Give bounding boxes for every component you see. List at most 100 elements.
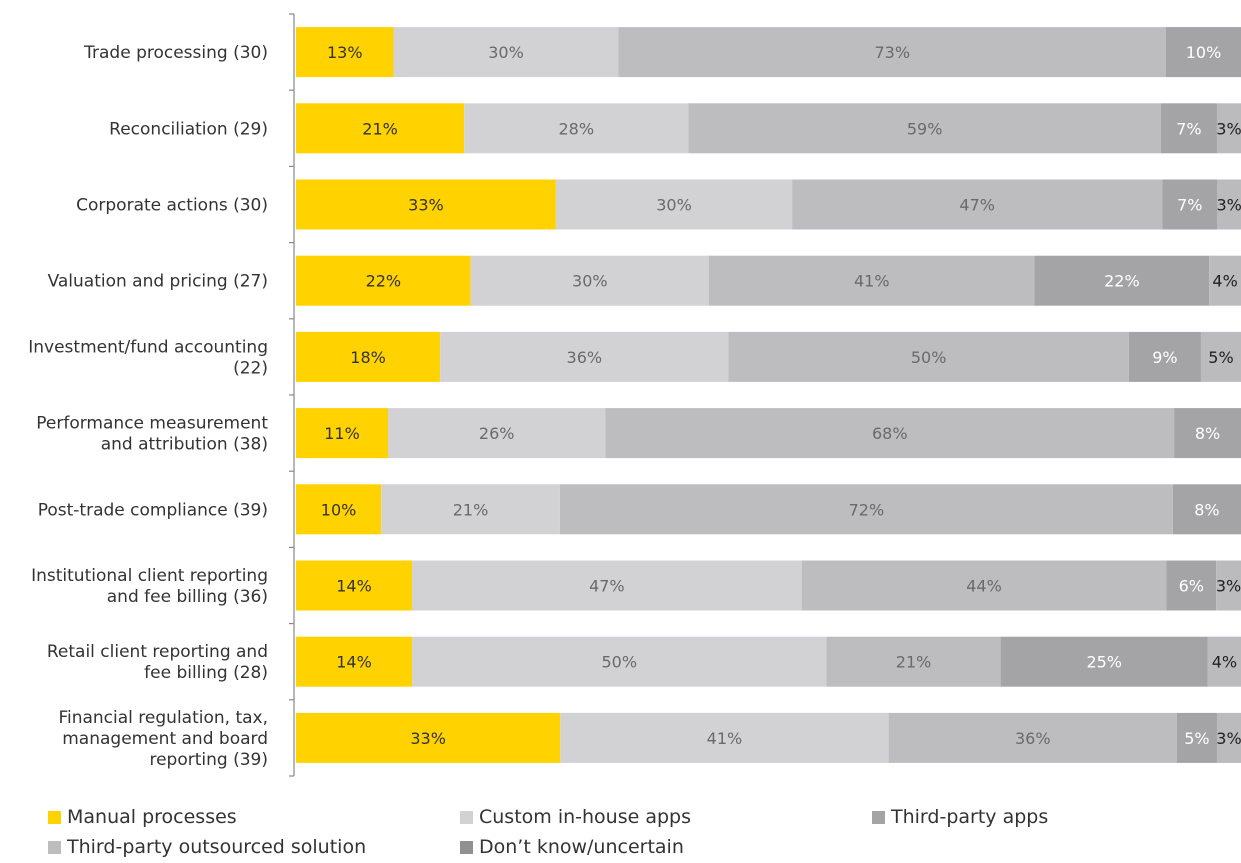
bar-segment — [559, 484, 1173, 535]
chart-legend: Manual processes Custom in-house apps Th… — [48, 806, 1228, 862]
category-label: Financial regulation, tax, management and… — [58, 708, 268, 770]
bar-segment — [792, 179, 1163, 230]
bar-segment — [1034, 255, 1210, 306]
data-label: 68% — [872, 424, 908, 443]
data-label: 22% — [1104, 272, 1140, 291]
data-label: 73% — [874, 43, 910, 62]
bar-segment — [888, 712, 1177, 763]
data-label: 33% — [410, 729, 446, 748]
data-label: 3% — [1216, 729, 1241, 748]
data-label: 47% — [959, 196, 995, 215]
bar-segment — [1209, 255, 1241, 306]
bar-segment — [1216, 560, 1241, 611]
category-label: Post-trade compliance (39) — [38, 500, 268, 520]
bar-segment — [464, 103, 689, 154]
bar-segment — [1162, 179, 1218, 230]
bar-segment — [708, 255, 1035, 306]
data-label: 30% — [656, 196, 692, 215]
bar-segment — [1216, 712, 1241, 763]
data-label: 72% — [849, 500, 885, 519]
data-label: 21% — [896, 653, 932, 672]
data-label: 8% — [1194, 500, 1219, 519]
bar-segment — [1172, 484, 1241, 535]
legend-swatch — [48, 810, 61, 824]
bar-segment — [296, 712, 561, 763]
data-label: 5% — [1208, 348, 1233, 367]
data-label: 9% — [1152, 348, 1177, 367]
bar-segment — [296, 560, 413, 611]
data-label: 50% — [602, 653, 638, 672]
bar-segment — [296, 27, 394, 78]
data-label: 8% — [1195, 424, 1220, 443]
data-label: 41% — [707, 729, 743, 748]
bar-segment — [470, 255, 709, 306]
legend-item-third-party-apps: Third-party apps — [872, 806, 1048, 828]
data-label: 3% — [1216, 119, 1241, 138]
bar-segment — [1176, 712, 1217, 763]
bar-segment — [1128, 331, 1201, 382]
data-label: 26% — [479, 424, 515, 443]
bar-segment — [605, 408, 1175, 459]
legend-swatch — [460, 810, 473, 824]
category-label: Corporate actions (30) — [76, 196, 268, 216]
legend-label: Manual processes — [67, 806, 237, 828]
bar-segment — [296, 103, 465, 154]
bar-segment — [1200, 331, 1241, 382]
bar-segment — [618, 27, 1166, 78]
data-label: 7% — [1177, 196, 1202, 215]
bar-segment — [296, 255, 471, 306]
legend-label: Third-party outsourced solution — [67, 836, 367, 858]
data-label: 33% — [408, 196, 444, 215]
bar-segment — [801, 560, 1167, 611]
legend-item-third-party-outsourced: Third-party outsourced solution — [48, 836, 366, 858]
bar-segment — [1166, 560, 1217, 611]
bar-segment — [296, 408, 388, 459]
legend-label: Don’t know/uncertain — [479, 836, 684, 858]
data-label: 3% — [1216, 577, 1241, 596]
bar-segment — [1174, 408, 1241, 459]
data-label: 30% — [572, 272, 608, 291]
bar-segment — [1217, 179, 1241, 230]
bar-segment — [1166, 27, 1241, 78]
data-label: 7% — [1176, 119, 1201, 138]
data-label: 3% — [1216, 196, 1241, 215]
data-label: 10% — [1186, 43, 1222, 62]
legend-swatch — [460, 840, 473, 854]
bar-segment — [387, 408, 606, 459]
stacked-bar-chart: Trade processing (30) 13% 30% 73% 10% Reconci… — [28, 13, 1241, 777]
legend-item-manual-processes: Manual processes — [48, 806, 237, 828]
category-label: Retail client reporting and fee billing (… — [47, 642, 268, 683]
data-label: 22% — [366, 272, 402, 291]
category-label: Investment/fund accounting (22) — [28, 337, 268, 378]
bar-segment — [296, 331, 441, 382]
bar-segment — [1000, 636, 1208, 687]
category-label: Institutional client reporting and fee bi… — [31, 566, 268, 607]
data-label: 5% — [1184, 729, 1209, 748]
data-label: 36% — [1015, 729, 1051, 748]
data-label: 21% — [362, 119, 398, 138]
bar-segment — [412, 560, 802, 611]
data-label: 28% — [559, 119, 595, 138]
data-label: 59% — [907, 119, 943, 138]
data-label: 14% — [336, 577, 372, 596]
data-label: 18% — [350, 348, 386, 367]
bar-segment — [826, 636, 1001, 687]
category-label: Valuation and pricing (27) — [48, 272, 268, 292]
bar-segment — [440, 331, 729, 382]
data-label: 14% — [336, 653, 372, 672]
bar-segment — [381, 484, 560, 535]
category-label: Performance measurement and attribution (… — [36, 414, 268, 455]
data-label: 13% — [327, 43, 363, 62]
data-label: 36% — [567, 348, 603, 367]
legend-swatch — [872, 810, 885, 824]
data-label: 47% — [589, 577, 625, 596]
bar-segment — [296, 179, 556, 230]
category-label: Trade processing (30) — [83, 43, 268, 63]
legend-item-custom-in-house-apps: Custom in-house apps — [460, 806, 691, 828]
bar-segment — [1216, 103, 1241, 154]
bar-segment — [1160, 103, 1217, 154]
data-label: 50% — [911, 348, 947, 367]
data-label: 44% — [966, 577, 1002, 596]
data-label: 11% — [324, 424, 360, 443]
bar-segment — [296, 636, 413, 687]
